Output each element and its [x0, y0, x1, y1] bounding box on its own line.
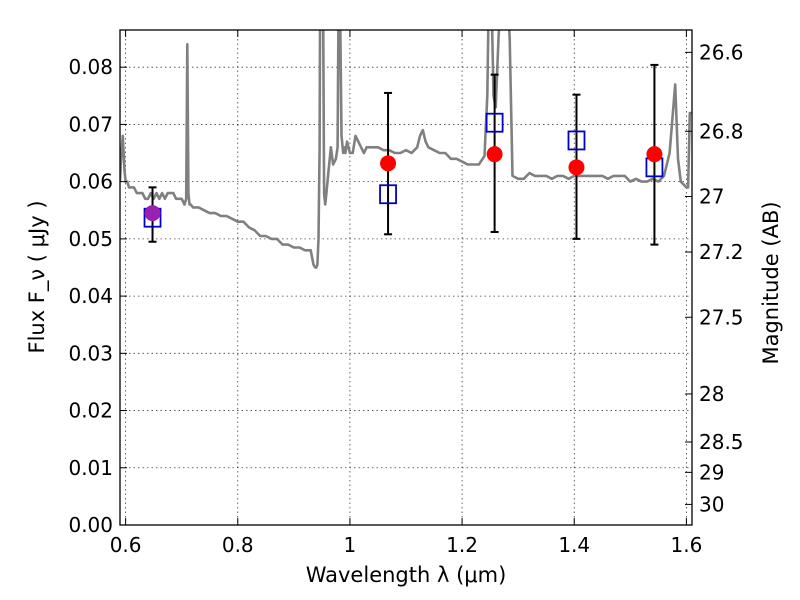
x-tick-label: 0.8 — [222, 533, 254, 557]
y-axis-title: Flux F_ν ( μJy ) — [25, 200, 50, 353]
model-photometry-square — [379, 184, 397, 205]
x-tick-label: 1.4 — [558, 533, 590, 557]
y-tick-label: 0.08 — [68, 55, 113, 79]
y2-tick-label: 26.6 — [699, 40, 744, 64]
x-axis-title: Wavelength λ (μm) — [306, 563, 507, 587]
observed-flux-point — [568, 159, 585, 176]
model-spectrum-line — [120, 30, 692, 269]
y-tick-label: 0.06 — [68, 170, 113, 194]
observed-flux-point — [144, 205, 161, 222]
model-photometry-square — [485, 112, 504, 133]
y-tick-label: 0.03 — [68, 341, 113, 365]
x-tick-label: 1.2 — [446, 533, 478, 557]
tick-layer: 0.6 0.8 1 1.2 1.4 1.6 0.00 0.01 0.02 0.03 0.04 0.05… — [68, 30, 744, 557]
y-tick-label: 0.07 — [68, 112, 113, 136]
observed-flux-point — [380, 155, 397, 172]
x-tick-label: 0.6 — [110, 533, 142, 557]
y2-tick-label: 27 — [699, 185, 724, 209]
y-tick-label: 0.04 — [68, 284, 113, 308]
model-photometry-square — [567, 130, 586, 151]
y-tick-label: 0.05 — [68, 227, 113, 251]
observed-flux-point — [486, 146, 503, 163]
x-tick-label: 1.6 — [670, 533, 702, 557]
plot-area — [120, 30, 692, 269]
y2-tick-label: 28.5 — [699, 430, 744, 454]
y-tick-label: 0.00 — [68, 513, 113, 537]
observed-flux-point — [646, 146, 663, 163]
x-tick-label: 1 — [344, 533, 357, 557]
y-tick-label: 0.02 — [68, 399, 113, 423]
y-tick-label: 0.01 — [68, 456, 113, 480]
y2-tick-label: 29 — [699, 460, 724, 484]
grid-layer — [120, 30, 692, 526]
observed-photometry-layer — [144, 146, 663, 222]
y2-axis-title: Magnitude (AB) — [759, 201, 783, 364]
plot-frame — [119, 29, 693, 526]
y2-tick-label: 27.2 — [699, 240, 744, 264]
y2-tick-label: 26.8 — [699, 119, 744, 143]
y2-tick-label: 27.5 — [699, 305, 744, 329]
y2-tick-label: 30 — [699, 492, 724, 516]
y2-tick-label: 28 — [699, 382, 724, 406]
